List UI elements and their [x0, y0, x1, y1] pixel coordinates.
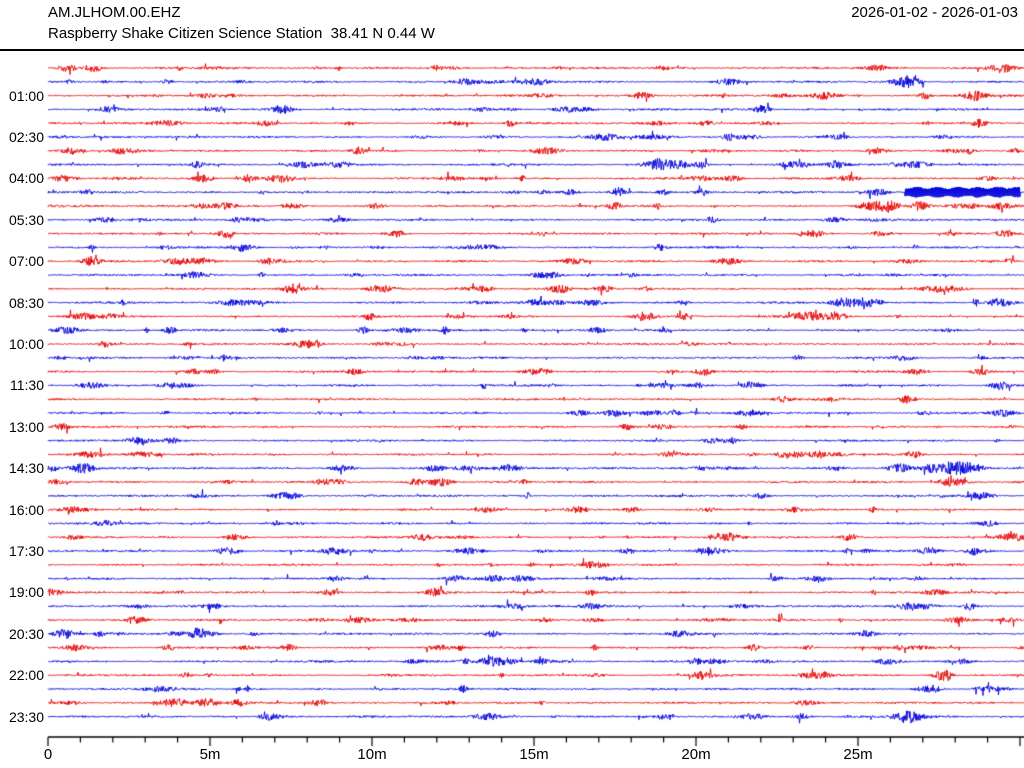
time-label: 11:30 — [10, 377, 44, 394]
time-label: 19:00 — [8, 584, 44, 601]
minute-label: 5m — [199, 746, 221, 763]
minute-label: 10m — [357, 746, 387, 763]
time-label: 08:30 — [8, 294, 44, 311]
time-label: 16:00 — [8, 501, 44, 518]
time-label: 17:30 — [8, 543, 44, 559]
time-label: 20:30 — [8, 625, 44, 642]
time-label: 14:30 — [8, 460, 44, 477]
time-label: 02:30 — [8, 129, 44, 145]
minute-label: 25m — [843, 746, 873, 763]
minute-label: 0 — [43, 746, 53, 763]
time-label: 04:00 — [8, 170, 44, 187]
time-label: 05:30 — [8, 211, 44, 228]
time-label: 22:00 — [8, 667, 44, 684]
time-label: 13:00 — [8, 418, 44, 435]
minute-label: 20m — [681, 746, 711, 763]
time-label: 07:00 — [8, 253, 44, 270]
time-label: 01:00 — [8, 87, 44, 104]
minute-label: 15m — [519, 746, 549, 763]
time-label: 10:00 — [8, 336, 44, 352]
time-label: 23:30 — [8, 708, 44, 725]
